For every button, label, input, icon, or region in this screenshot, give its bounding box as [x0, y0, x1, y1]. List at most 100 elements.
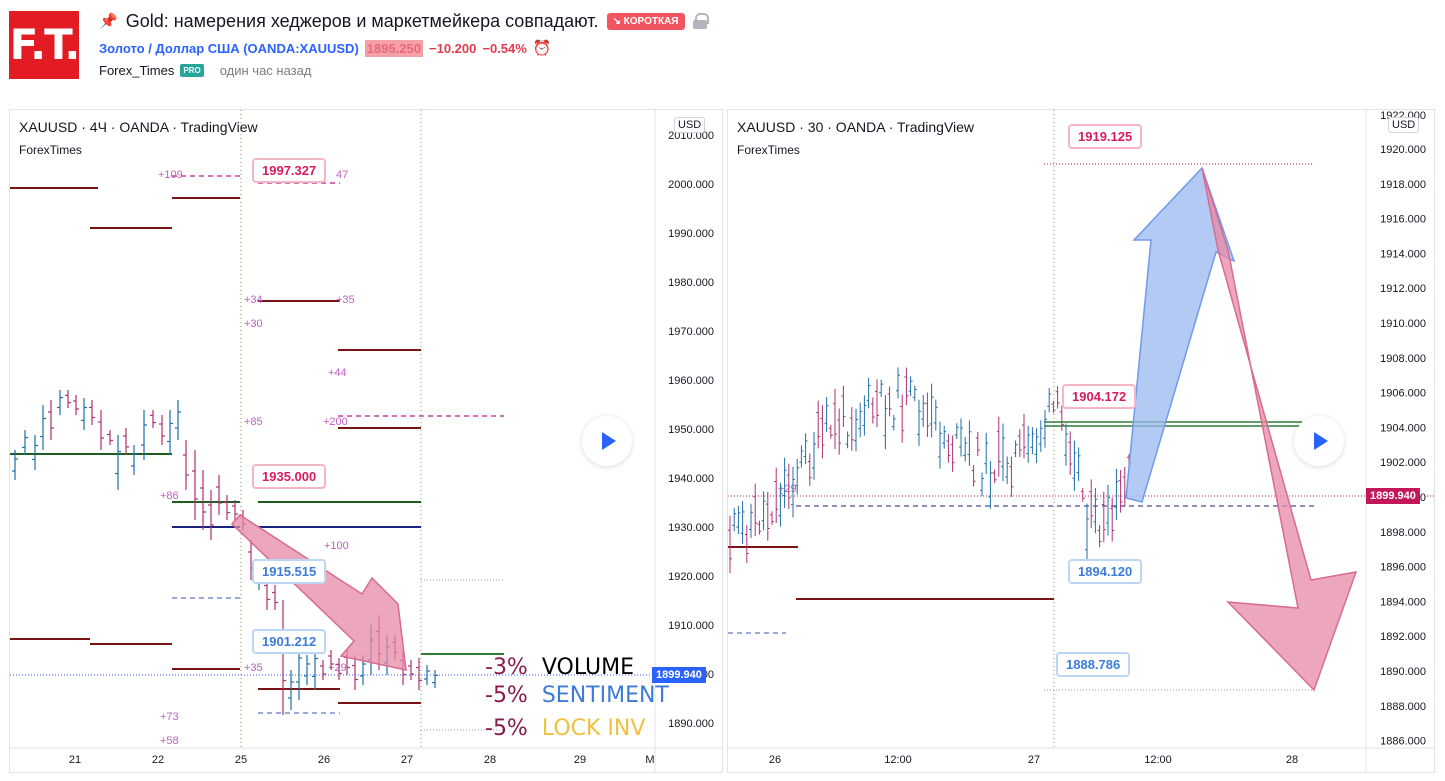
price-tick-label: 1940.000: [668, 473, 714, 485]
price-tick-label: 1888.000: [1380, 701, 1426, 713]
callout-price: 1915.515: [252, 559, 327, 584]
symbol-change: −10.200: [429, 40, 477, 56]
time-tick-label: 25: [235, 754, 247, 766]
volume-delta-label: +44: [328, 367, 347, 379]
author-name[interactable]: Forex_Times: [99, 63, 175, 78]
volume-delta-label: +29: [778, 483, 797, 495]
price-tick-label: 1918.000: [1380, 179, 1426, 191]
stat-pct: -5%: [485, 683, 528, 708]
chart-left[interactable]: 2010.000 2000.000 1990.000 1980.000 1970.000…: [9, 109, 723, 773]
stat-volume: -3% VOLUME: [485, 655, 634, 680]
volume-delta-label: +85: [244, 416, 263, 428]
callout-price: 1935.000: [252, 464, 327, 489]
price-tick-label: 1920.000: [668, 571, 714, 583]
symbol-price: 1895.250: [364, 39, 424, 57]
time-tick-label: 28: [484, 754, 496, 766]
time-tick-label: 27: [1028, 754, 1040, 766]
volume-delta-label: +200: [323, 416, 348, 428]
callout-price: 1901.212: [252, 629, 327, 654]
price-tick-label: 1950.000: [668, 424, 714, 436]
price-tick-label: 1910.000: [1380, 318, 1426, 330]
price-tick-label: 1904.000: [1380, 422, 1426, 434]
time-tick-label: 12:00: [884, 754, 912, 766]
price-tick-label: 1980.000: [668, 277, 714, 289]
time-tick-label: 29: [574, 754, 586, 766]
price-tick-label: 1902.000: [1380, 457, 1426, 469]
author-row: Forex_Times PRO один час назад: [99, 63, 311, 78]
callout-price: 1894.120: [1068, 559, 1143, 584]
price-tick-label: 1890.000: [668, 718, 714, 730]
chart-right-title: XAUUSD · 30 · OANDA · TradingView: [737, 119, 975, 135]
time-tick-label: 28: [1286, 754, 1298, 766]
idea-title-row: 📌 Gold: намерения хеджеров и маркетмейке…: [99, 10, 709, 32]
volume-delta-label: +58: [160, 735, 179, 747]
stat-lock-inv: -5% LOCK INV: [485, 716, 645, 741]
pin-icon: 📌: [99, 13, 118, 30]
price-tick-label: 1898.000: [1380, 527, 1426, 539]
price-tick-label: 1920.000: [1380, 144, 1426, 156]
time-tick-label: 26: [318, 754, 330, 766]
last-price-tag: 1899.940: [1366, 488, 1420, 504]
volume-delta-label: +73: [160, 711, 179, 723]
price-tick-label: 1908.000: [1380, 353, 1426, 365]
callout-price: 1919.125: [1068, 124, 1143, 149]
price-tick-label: 1906.000: [1380, 388, 1426, 400]
chart-left-subtitle: ForexTimes: [19, 143, 82, 157]
price-tick-label: 1886.000: [1380, 736, 1426, 748]
play-button[interactable]: [1294, 416, 1344, 466]
stat-label: VOLUME: [541, 655, 634, 680]
time-tick-label: 22: [152, 754, 164, 766]
volume-delta-label: +35: [244, 662, 263, 674]
price-tick-label: 1914.000: [1380, 248, 1426, 260]
price-tick-label: 1912.000: [1380, 283, 1426, 295]
currency-tag[interactable]: USD: [674, 117, 706, 133]
volume-delta-label: +30: [244, 318, 263, 330]
price-tick-label: 1990.000: [668, 228, 714, 240]
callout-price: 1997.327: [252, 158, 327, 183]
time-tick-label: 21: [69, 754, 81, 766]
volume-delta-label: +29: [328, 662, 347, 674]
alarm-icon[interactable]: ⏰: [532, 40, 552, 57]
time-tick-label: M: [645, 754, 654, 766]
stat-sentiment: -5% SENTIMENT: [485, 683, 669, 708]
callout-price: 1904.172: [1062, 384, 1137, 409]
chart-right[interactable]: 1920.000 1918.000 1916.000 1914.000 1912.000…: [727, 109, 1435, 773]
callout-price: 1888.786: [1056, 652, 1131, 677]
logo[interactable]: F.T.: [9, 11, 80, 79]
time-tick-label: 12:00: [1144, 754, 1172, 766]
currency-tag[interactable]: USD: [1388, 117, 1420, 133]
volume-delta-label: +35: [336, 294, 355, 306]
forecast-arrow-down: [1201, 167, 1358, 692]
play-button[interactable]: [582, 416, 632, 466]
price-tick-label: 1916.000: [1380, 214, 1426, 226]
price-tick-label: 2010.000: [668, 130, 714, 142]
volume-delta-label: +34: [244, 294, 263, 306]
price-tick-label: 1890.000: [1380, 666, 1426, 678]
price-tick-label: 1970.000: [668, 326, 714, 338]
chart-right-subtitle: ForexTimes: [737, 143, 800, 157]
symbol-link[interactable]: Золото / Доллар США (OANDA:XAUUSD): [99, 40, 359, 56]
symbol-change-pct: −0.54%: [482, 40, 527, 56]
price-tick-label: 1892.000: [1380, 631, 1426, 643]
volume-delta-label: +86: [160, 490, 179, 502]
stat-pct: -5%: [485, 716, 528, 741]
forecast-arrow-up: [1125, 166, 1236, 503]
price-tick-label: 1930.000: [668, 522, 714, 534]
stat-label: SENTIMENT: [541, 683, 669, 708]
volume-delta-label: +109: [158, 169, 183, 181]
chart-right-canvas[interactable]: 1920.000 1918.000 1916.000 1914.000 1912.000…: [728, 110, 1435, 773]
chart-left-canvas[interactable]: 2010.000 2000.000 1990.000 1980.000 1970.000…: [10, 110, 723, 773]
time-tick-label: 26: [769, 754, 781, 766]
time-tick-label: 27: [401, 754, 413, 766]
price-tick-label: 2000.000: [668, 179, 714, 191]
stat-label: LOCK INV: [541, 716, 646, 741]
price-tick-label: 1896.000: [1380, 562, 1426, 574]
lock-icon: [692, 13, 709, 29]
chart-left-title: XAUUSD · 4Ч · OANDA · TradingView: [19, 119, 258, 135]
pro-badge: PRO: [180, 64, 204, 77]
price-tick-label: 1894.000: [1380, 596, 1426, 608]
direction-badge: ↘ КОРОТКАЯ: [606, 12, 685, 30]
volume-delta-label: 47: [336, 169, 348, 181]
stat-pct: -3%: [485, 655, 528, 680]
price-tick-label: 1960.000: [668, 375, 714, 387]
